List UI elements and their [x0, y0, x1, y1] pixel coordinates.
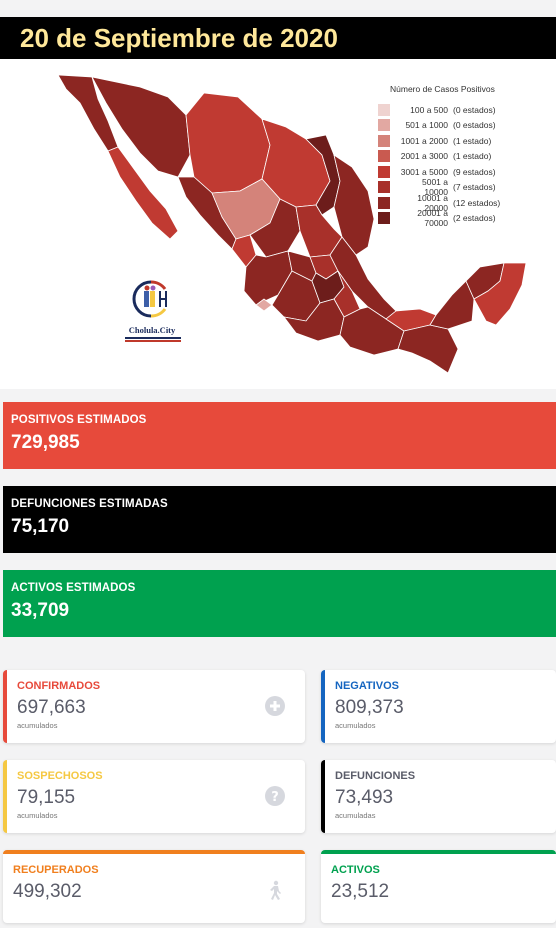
confirmados-card: CONFIRMADOS 697,663 acumulados [3, 670, 305, 743]
activos-estimados-banner: ACTIVOS ESTIMADOS 33,709 [3, 570, 556, 637]
state-baja-california-sur [107, 146, 179, 240]
defunciones-estimadas-banner: DEFUNCIONES ESTIMADAS 75,170 [3, 486, 556, 553]
legend-range: 100 a 500 [410, 104, 448, 115]
legend-swatch [378, 119, 390, 132]
legend-swatch [378, 212, 390, 225]
card-label: SOSPECHOSOS [17, 770, 103, 782]
card-label: CONFIRMADOS [17, 680, 101, 692]
walking-person-icon [270, 880, 281, 900]
card-label: NEGATIVOS [335, 680, 399, 692]
banner-label: POSITIVOS ESTIMADOS [11, 414, 147, 426]
legend-swatch [378, 103, 390, 116]
card-label: DEFUNCIONES [335, 770, 416, 782]
activos-card: ACTIVOS 23,512 [321, 850, 556, 923]
legend-count: (2 estados) [453, 213, 496, 224]
legend-row: 3001 a 5000 (9 estados) [378, 164, 500, 180]
card-sub: acumuladas [335, 811, 376, 820]
recuperados-card: RECUPERADOS 499,302 [3, 850, 305, 923]
card-sub: acumulados [17, 811, 58, 820]
banner-label: DEFUNCIONES ESTIMADAS [11, 498, 168, 510]
state-campeche [429, 280, 475, 330]
logo-underline-red [125, 340, 181, 342]
legend-swatch [378, 150, 390, 163]
legend-count: (9 estados) [453, 166, 496, 177]
legend-range: 10001 a 20000 [417, 192, 448, 213]
state-chiapas [397, 324, 459, 374]
mexico-map [57, 74, 527, 374]
map-legend: Número de Casos Positivos 100 a 500 (0 e… [378, 84, 501, 229]
banner-label: ACTIVOS ESTIMADOS [11, 582, 136, 594]
logo-underline [125, 337, 181, 339]
legend-row: 20001 a 70000 (2 estados) [378, 208, 500, 229]
plus-circle-icon [265, 696, 285, 716]
legend-row: 1001 a 2000 (1 estado) [378, 133, 500, 149]
card-value: 809,373 [335, 697, 404, 718]
legend-range: 501 a 1000 [405, 120, 448, 131]
state-tamaulipas [333, 154, 375, 256]
legend-range: 20001 a 70000 [417, 208, 448, 229]
legend-row: 2001 a 3000 (1 estado) [378, 149, 500, 165]
legend-title: Número de Casos Positivos [390, 84, 495, 94]
card-sub: acumulados [17, 721, 58, 730]
legend-count: (0 estados) [453, 104, 496, 115]
card-value: 499,302 [13, 881, 82, 902]
card-value: 23,512 [331, 881, 390, 902]
legend-swatch [378, 165, 390, 178]
state-chihuahua [185, 92, 271, 194]
card-sub: acumulados [335, 721, 376, 730]
logo-text: Cholula.City [128, 325, 176, 335]
logo-mark-icon [132, 280, 167, 318]
legend-row: 5001 a 10000 (7 estados) [378, 177, 500, 198]
date-title: 20 de Septiembre de 2020 [0, 17, 556, 59]
map-panel: Número de Casos Positivos 100 a 500 (0 e… [0, 59, 556, 389]
legend-swatch [378, 181, 390, 194]
state-nayarit [231, 234, 257, 268]
cholula-city-logo: Cholula.City [123, 279, 183, 343]
legend-count: (1 estado) [453, 151, 492, 162]
legend-count: (7 estados) [453, 182, 496, 193]
legend-swatch [378, 134, 390, 147]
banner-value: 75,170 [11, 516, 70, 537]
legend-range: 5001 a 10000 [422, 177, 448, 198]
card-value: 73,493 [335, 787, 394, 808]
negativos-card: NEGATIVOS 809,373 acumulados [321, 670, 556, 743]
banner-value: 33,709 [11, 600, 70, 621]
svg-text:?: ? [271, 790, 279, 805]
card-label: ACTIVOS [331, 864, 380, 876]
question-circle-icon: ? [265, 786, 285, 806]
legend-row: 501 a 1000 (0 estados) [378, 118, 500, 134]
sospechosos-card: SOSPECHOSOS 79,155 acumulados ? [3, 760, 305, 833]
state-quintana-roo [473, 262, 527, 326]
legend-count: (12 estados) [453, 197, 501, 208]
legend-row: 10001 a 20000 (12 estados) [378, 192, 501, 213]
card-value: 697,663 [17, 697, 86, 718]
defunciones-card: DEFUNCIONES 73,493 acumuladas [321, 760, 556, 833]
legend-count: (1 estado) [453, 135, 492, 146]
legend-swatch [378, 196, 390, 209]
legend-range: 1001 a 2000 [400, 135, 448, 146]
banner-value: 729,985 [11, 432, 80, 453]
positivos-estimados-banner: POSITIVOS ESTIMADOS 729,985 [3, 402, 556, 469]
card-value: 79,155 [17, 787, 76, 808]
card-label: RECUPERADOS [13, 864, 99, 876]
legend-range: 2001 a 3000 [400, 151, 448, 162]
state-nuevo-leon [305, 134, 341, 216]
legend-count: (0 estados) [453, 120, 496, 131]
legend-row: 100 a 500 (0 estados) [378, 102, 500, 118]
legend-range: 3001 a 5000 [400, 166, 448, 177]
